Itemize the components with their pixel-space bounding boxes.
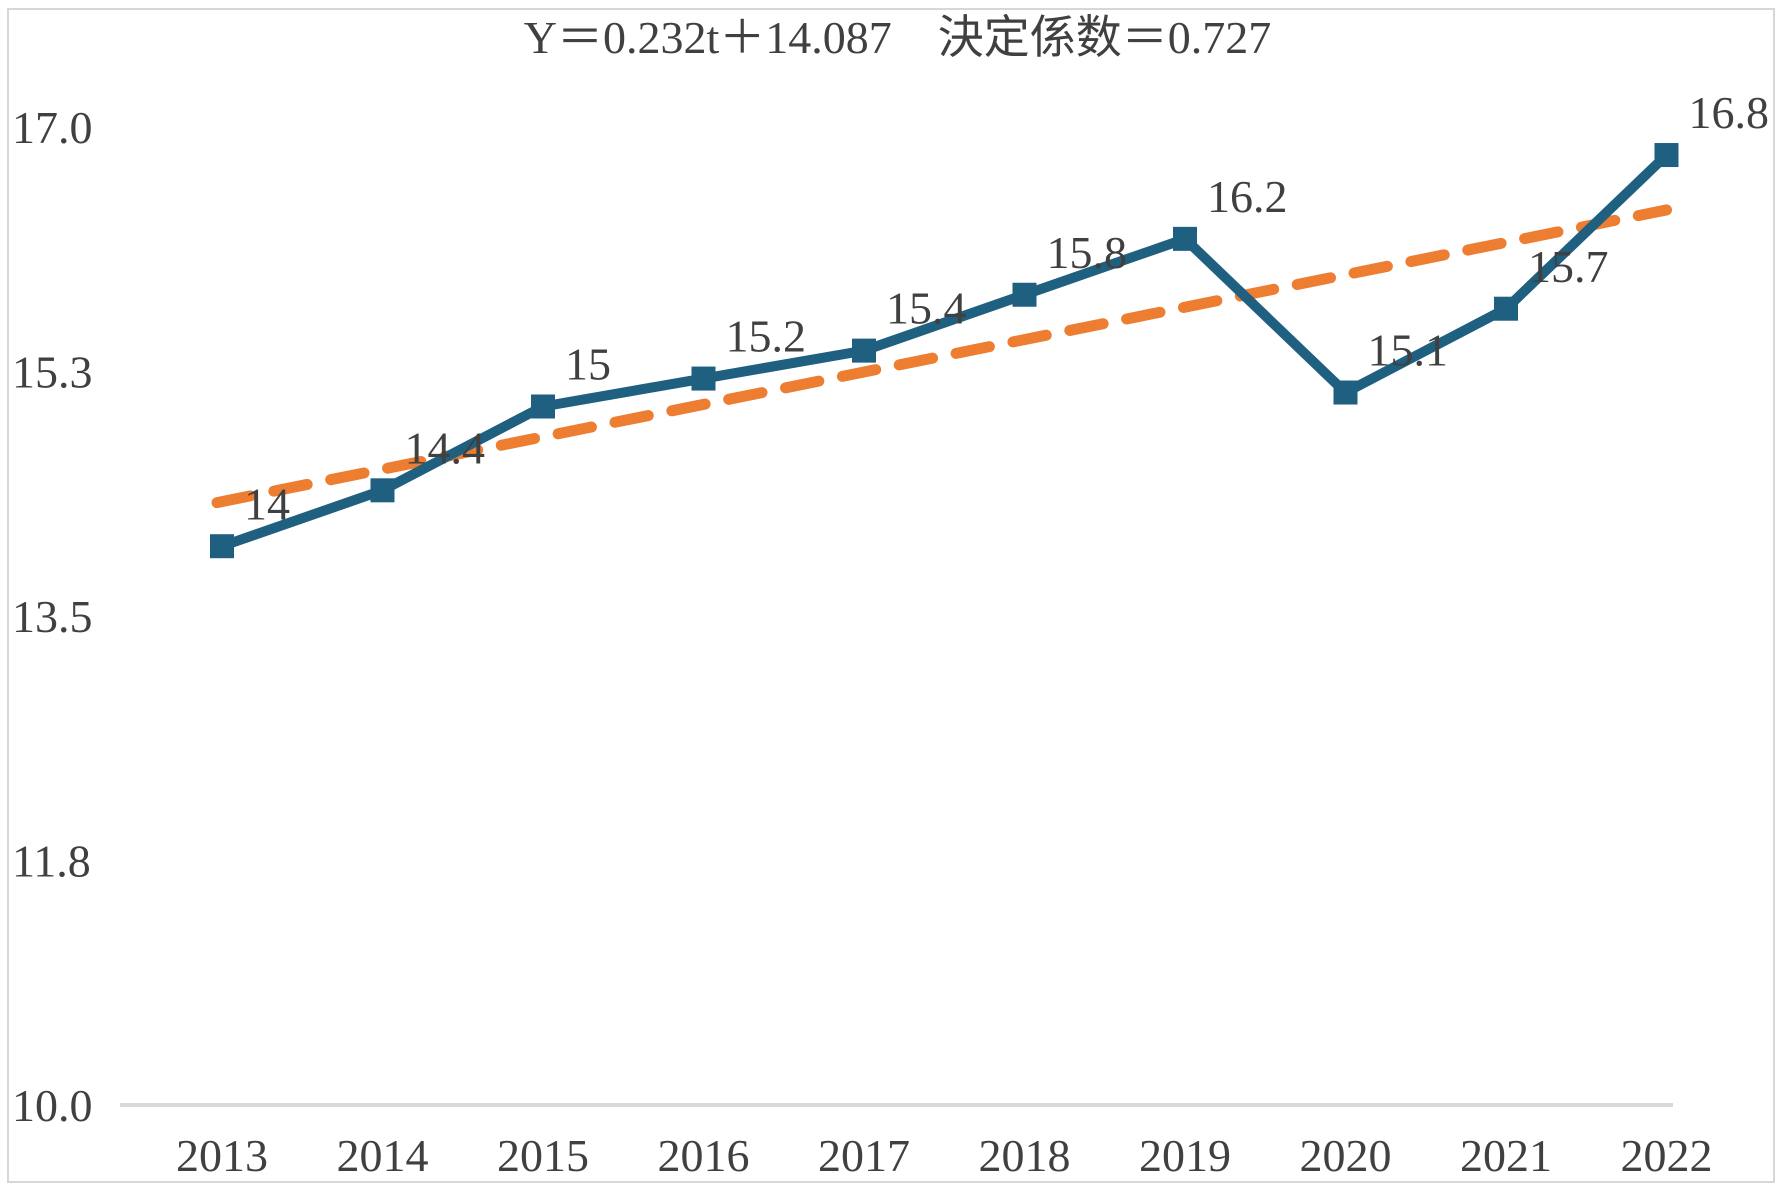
data-point-marker (210, 534, 234, 559)
data-point-marker (1494, 296, 1518, 321)
data-point-label: 14.4 (405, 422, 486, 473)
data-point-label: 15 (565, 339, 611, 390)
x-axis-tick-label: 2013 (176, 1130, 268, 1181)
x-axis-tick-label: 2017 (818, 1130, 910, 1181)
y-axis-tick-label: 17.0 (12, 102, 93, 153)
y-axis-tick-label: 11.8 (12, 836, 91, 887)
data-point-marker (1333, 380, 1358, 405)
data-line (220, 151, 1670, 551)
y-axis-tick-label: 10.0 (12, 1080, 93, 1131)
data-point-label: 16.2 (1207, 171, 1288, 222)
data-point-label: 15.1 (1368, 325, 1449, 376)
chart-title: Y＝0.232t＋14.087 決定係数＝0.727 (523, 12, 1272, 63)
data-point-marker (1012, 282, 1037, 307)
data-point-marker (1173, 226, 1197, 251)
x-axis-tick-label: 2014 (337, 1130, 429, 1181)
x-axis-tick-label: 2016 (658, 1130, 750, 1181)
data-point-label: 14 (244, 478, 290, 529)
x-axis-tick-label: 2020 (1300, 1130, 1392, 1181)
data-point-label: 15.2 (726, 311, 807, 362)
x-axis-tick-label: 2019 (1139, 1130, 1231, 1181)
y-axis-tick-label: 13.5 (12, 591, 93, 642)
y-axis-tick-label: 15.3 (12, 347, 93, 398)
x-axis-tick-label: 2015 (497, 1130, 589, 1181)
data-point-marker (691, 366, 716, 391)
data-point-marker (852, 338, 876, 363)
x-axis-tick-label: 2021 (1460, 1130, 1552, 1181)
data-point-marker (1654, 143, 1679, 168)
data-point-label: 16.8 (1689, 87, 1770, 138)
data-point-label: 15.7 (1528, 241, 1609, 292)
data-point-label: 15.8 (1047, 227, 1128, 278)
data-point-marker (531, 394, 555, 419)
x-axis-tick-label: 2022 (1621, 1130, 1713, 1181)
x-axis-tick-label: 2018 (979, 1130, 1071, 1181)
data-point-marker (370, 478, 395, 503)
data-point-label: 15.4 (886, 283, 967, 334)
